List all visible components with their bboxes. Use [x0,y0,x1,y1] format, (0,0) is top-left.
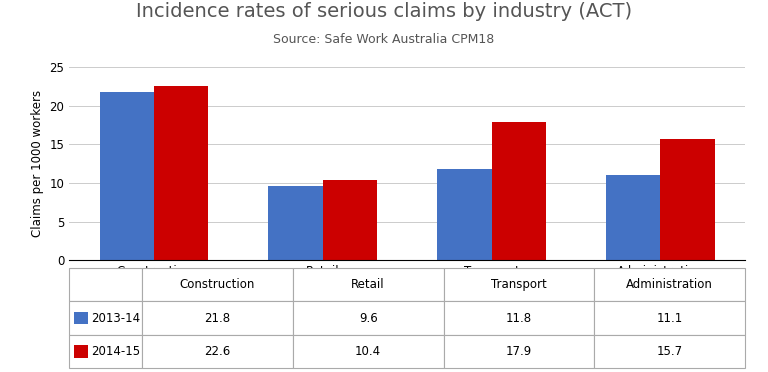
Bar [269,186,323,260]
Text: 2013-14: 2013-14 [91,312,141,324]
Bar [323,180,376,260]
Text: Transport: Transport [491,278,547,291]
Text: 15.7: 15.7 [657,345,683,358]
Text: Administration: Administration [626,278,713,291]
Text: 17.9: 17.9 [506,345,532,358]
Bar [100,92,154,260]
Text: Incidence rates of serious claims by industry (ACT): Incidence rates of serious claims by ind… [136,2,632,21]
Bar [154,86,207,260]
Bar [492,122,545,260]
Text: 22.6: 22.6 [204,345,230,358]
Text: 11.8: 11.8 [506,312,532,324]
Text: Source: Safe Work Australia CPM18: Source: Safe Work Australia CPM18 [273,33,495,46]
Text: 2014-15: 2014-15 [91,345,141,358]
Bar [607,174,660,260]
Text: 21.8: 21.8 [204,312,230,324]
Text: 9.6: 9.6 [359,312,378,324]
Text: 11.1: 11.1 [657,312,683,324]
Bar [438,169,492,260]
Text: Retail: Retail [351,278,385,291]
Text: 10.4: 10.4 [355,345,381,358]
Y-axis label: Claims per 1000 workers: Claims per 1000 workers [31,90,44,237]
Text: Construction: Construction [180,278,255,291]
Bar [660,139,714,260]
